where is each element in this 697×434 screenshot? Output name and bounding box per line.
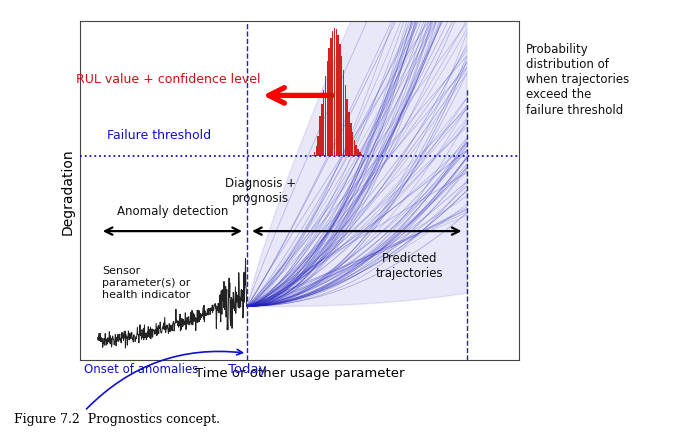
Bar	[365, 156, 366, 157]
Bar	[357, 150, 359, 157]
Text: Figure 7.2  Prognostics concept.: Figure 7.2 Prognostics concept.	[14, 412, 220, 425]
Bar	[325, 76, 326, 157]
Bar	[314, 153, 316, 157]
Bar	[316, 147, 317, 157]
Bar	[341, 57, 342, 157]
Bar	[359, 152, 360, 157]
Bar	[361, 154, 362, 157]
Bar	[321, 105, 323, 157]
Bar	[353, 140, 355, 157]
Bar	[355, 146, 357, 157]
Text: Diagnosis +
prognosis: Diagnosis + prognosis	[224, 177, 296, 205]
Bar	[330, 39, 332, 157]
Text: Failure threshold: Failure threshold	[107, 129, 211, 142]
Text: Sensor
parameter(s) or
health indicator: Sensor parameter(s) or health indicator	[102, 266, 190, 299]
Text: Probability
distribution of
when trajectories
exceed the
failure threshold: Probability distribution of when traject…	[526, 43, 629, 116]
Bar	[339, 45, 341, 157]
Bar	[337, 36, 339, 157]
Text: Today: Today	[228, 362, 266, 375]
Text: Predicted
trajectories: Predicted trajectories	[376, 251, 443, 279]
Bar	[348, 112, 350, 157]
Bar	[334, 29, 335, 157]
Bar	[319, 117, 321, 157]
Bar	[323, 91, 325, 157]
Bar	[352, 133, 353, 157]
Bar	[335, 30, 337, 157]
Bar	[343, 71, 344, 157]
Text: Anomaly detection: Anomaly detection	[116, 205, 228, 218]
Bar	[326, 62, 328, 157]
Bar	[312, 156, 314, 157]
X-axis label: Time or other usage parameter: Time or other usage parameter	[195, 366, 404, 379]
Text: Onset of anomalies: Onset of anomalies	[84, 362, 198, 375]
Text: RUL value + confidence level: RUL value + confidence level	[76, 73, 260, 86]
Bar	[332, 32, 333, 157]
Bar	[350, 124, 351, 157]
Y-axis label: Degradation: Degradation	[61, 148, 75, 234]
Bar	[328, 49, 330, 157]
Bar	[362, 155, 364, 157]
Bar	[344, 85, 346, 157]
Bar	[346, 100, 348, 157]
Bar	[318, 136, 319, 157]
